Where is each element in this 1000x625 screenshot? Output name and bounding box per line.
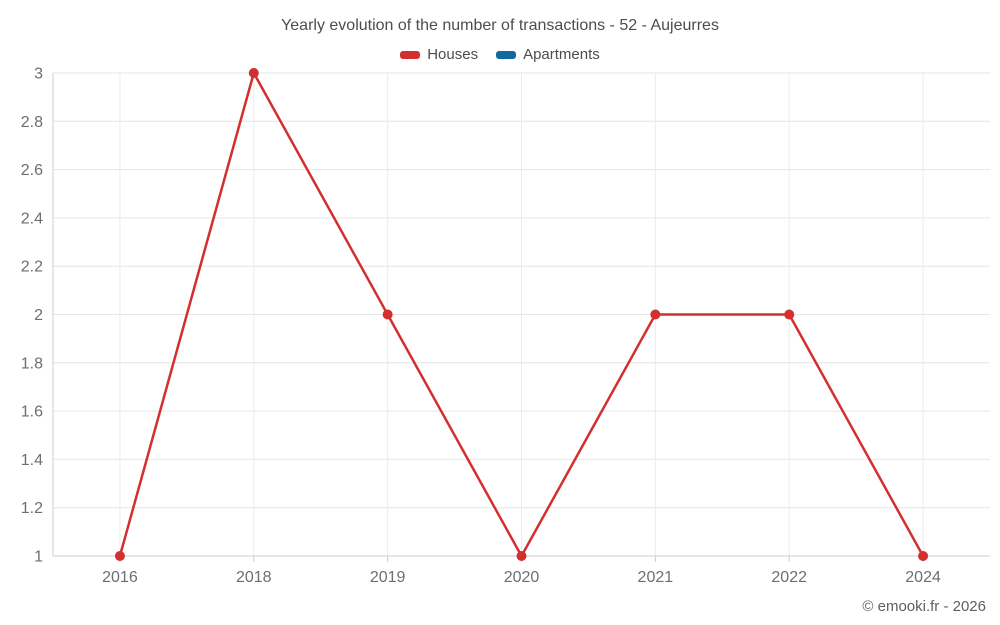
data-point <box>516 551 527 561</box>
legend: Houses Apartments <box>0 46 1000 63</box>
x-gridlines: 2016 2018 2019 2020 2021 2022 2024 <box>102 73 941 586</box>
y-axis-label: 1.4 <box>21 452 43 469</box>
x-axis-label: 2019 <box>370 569 406 586</box>
apartments-swatch-icon <box>496 50 517 59</box>
y-axis-label: 2.2 <box>21 259 43 276</box>
x-axis-label: 2016 <box>102 569 138 586</box>
data-point <box>650 309 661 320</box>
y-axis-label: 2.6 <box>21 162 43 179</box>
legend-item-houses[interactable]: Houses <box>400 46 478 63</box>
data-point <box>918 551 929 561</box>
y-axis-label: 1.8 <box>21 355 43 372</box>
y-gridlines: 1 1.2 1.4 1.6 1.8 2 2.2 2.4 2.6 2.8 3 <box>21 66 990 566</box>
y-axis-label: 2.8 <box>21 114 43 131</box>
legend-item-apartments[interactable]: Apartments <box>496 46 600 63</box>
x-axis-label: 2024 <box>905 569 941 586</box>
data-point <box>114 551 125 561</box>
legend-label-apartments: Apartments <box>523 46 600 63</box>
y-axis-label: 2.4 <box>21 210 43 227</box>
x-axis-label: 2021 <box>638 569 674 586</box>
data-point <box>248 68 259 78</box>
y-axis-label: 1 <box>34 549 43 566</box>
x-axis-label: 2022 <box>771 569 807 586</box>
series-houses <box>114 68 929 561</box>
chart-title: Yearly evolution of the number of transa… <box>281 17 719 34</box>
y-axis-label: 1.2 <box>21 500 43 517</box>
y-axis-label: 2 <box>34 307 43 324</box>
x-axis-label: 2020 <box>504 569 540 586</box>
houses-swatch-icon <box>400 50 421 59</box>
data-point <box>382 309 393 320</box>
y-axis-label: 1.6 <box>21 404 43 421</box>
legend-label-houses: Houses <box>427 46 479 63</box>
copyright-text: © emooki.fr - 2026 <box>862 598 986 615</box>
y-axis-label: 3 <box>34 66 43 83</box>
x-axis-label: 2018 <box>236 569 272 586</box>
data-point <box>784 309 795 320</box>
